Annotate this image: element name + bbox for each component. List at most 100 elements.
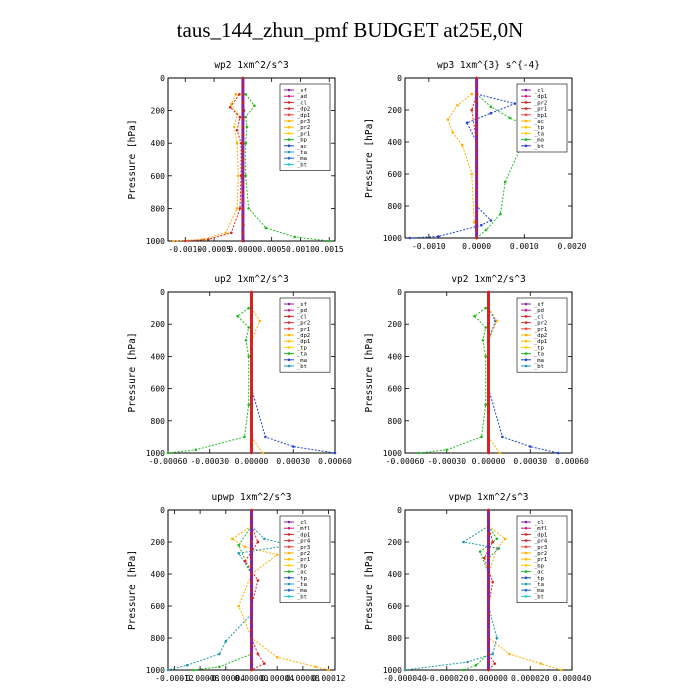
legend-marker xyxy=(287,156,291,160)
legend-marker xyxy=(524,94,528,98)
legend-label: _tp xyxy=(534,576,544,582)
x-tick-label: -0.0005 xyxy=(197,245,231,254)
series-marker xyxy=(244,93,248,96)
legend-label: _sf xyxy=(534,302,544,308)
series-marker xyxy=(250,290,253,294)
x-tick-label: 0.0000 xyxy=(462,242,491,251)
legend-label: _mfl xyxy=(534,526,547,532)
series-marker xyxy=(487,652,490,656)
series-marker xyxy=(250,556,253,560)
legend-marker xyxy=(287,582,291,586)
y-tick-label: 400 xyxy=(151,139,166,148)
legend-marker xyxy=(287,346,291,349)
legend-label: _ta xyxy=(534,352,544,358)
x-tick-label: 0.00000 xyxy=(472,457,506,466)
series-marker xyxy=(250,338,253,342)
series-marker xyxy=(475,148,478,152)
legend-label: _pr3 xyxy=(297,119,310,125)
series-marker xyxy=(244,115,248,119)
series-marker xyxy=(230,537,234,541)
panel-6: vpwp 1xm^2/s^3 0 200 400 600 800 1000-0.000040… xyxy=(364,492,591,683)
y-tick-label: 400 xyxy=(151,352,166,361)
series-marker xyxy=(241,92,245,96)
legend-label: _ta xyxy=(297,352,307,358)
series-marker xyxy=(487,411,490,415)
series-bp xyxy=(245,93,330,242)
series-marker xyxy=(462,668,465,672)
series-marker xyxy=(241,76,245,80)
series-marker xyxy=(275,553,279,557)
series-marker xyxy=(235,128,239,132)
legend-label: _pr2 xyxy=(534,551,547,557)
legend-label: _pr2 xyxy=(297,321,310,327)
series-marker xyxy=(487,564,490,568)
x-tick-label: 0.00030 xyxy=(276,457,310,466)
y-tick-label: 200 xyxy=(151,538,166,547)
legend-label: _bt xyxy=(297,364,307,370)
series-marker xyxy=(487,451,490,455)
series-marker xyxy=(487,395,490,399)
series-marker xyxy=(487,314,490,318)
series-marker xyxy=(241,141,245,145)
legend-marker xyxy=(524,119,528,123)
series-marker xyxy=(503,180,507,184)
legend-label: _dp1 xyxy=(534,94,547,100)
series-marker xyxy=(487,403,490,407)
series-marker xyxy=(499,212,502,216)
series-ac xyxy=(404,525,500,671)
series-marker xyxy=(475,228,478,232)
series-marker xyxy=(250,668,253,672)
series-marker xyxy=(333,451,337,455)
series-marker xyxy=(487,540,490,544)
y-tick-label: 1000 xyxy=(146,449,165,458)
y-tick-label: 400 xyxy=(388,352,403,361)
legend-marker xyxy=(524,570,528,573)
series-marker xyxy=(487,524,490,528)
legend-label: _ma xyxy=(297,588,307,594)
series-marker xyxy=(166,451,170,455)
series-marker xyxy=(474,663,478,667)
x-tick-label: -0.00004 xyxy=(207,674,246,683)
series-marker xyxy=(264,435,267,439)
legend-marker xyxy=(287,113,291,117)
series-marker xyxy=(475,124,478,128)
legend-marker xyxy=(287,551,291,555)
y-tick-label: 200 xyxy=(151,107,166,116)
series-marker xyxy=(491,652,494,656)
series-marker xyxy=(408,236,412,240)
series-marker xyxy=(475,180,478,184)
series-marker xyxy=(250,346,253,350)
legend-marker xyxy=(287,94,291,98)
y-tick-label: 1000 xyxy=(383,234,402,243)
series-marker xyxy=(250,596,253,600)
legend-marker xyxy=(287,339,291,343)
series-marker xyxy=(241,84,245,88)
series-pr2 xyxy=(251,307,264,454)
series-marker xyxy=(241,231,245,235)
series-marker xyxy=(487,628,490,632)
legend-marker xyxy=(287,308,291,312)
legend-label: _pr1 xyxy=(534,557,547,563)
series-marker xyxy=(484,228,488,232)
legend-label: _bt xyxy=(534,594,544,600)
series-marker xyxy=(250,379,253,382)
legend-marker xyxy=(524,557,528,561)
legend-label: _cl xyxy=(297,100,307,106)
legend-marker xyxy=(524,595,528,598)
series-marker xyxy=(466,660,469,664)
y-tick-label: 0 xyxy=(160,74,165,83)
series-marker xyxy=(470,92,474,96)
series-marker xyxy=(451,131,455,134)
series-marker xyxy=(293,235,296,239)
series-marker xyxy=(207,238,210,241)
y-tick-label: 1000 xyxy=(146,666,165,675)
series-marker xyxy=(250,451,253,455)
series-marker xyxy=(478,550,482,553)
x-tick-label: 0.0020 xyxy=(558,242,587,251)
series-marker xyxy=(487,588,490,592)
series-bp xyxy=(463,525,498,671)
series-marker xyxy=(487,644,490,648)
legend-marker xyxy=(524,539,528,542)
series-marker xyxy=(250,540,253,544)
series-marker xyxy=(503,537,507,541)
